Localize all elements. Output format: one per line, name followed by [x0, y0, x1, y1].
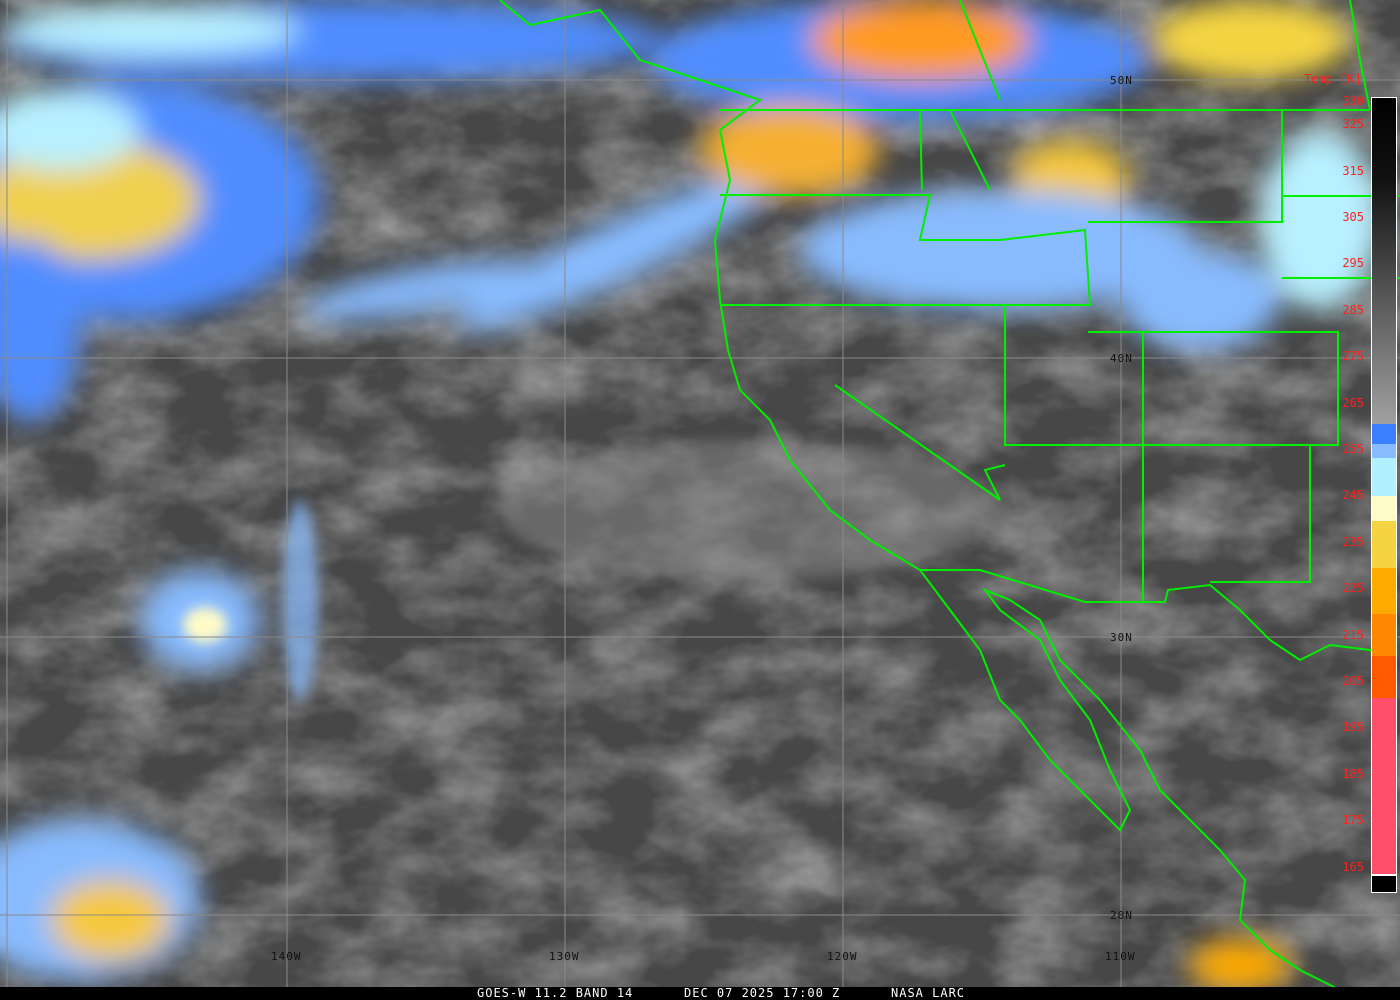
image-caption: GOES-W 11.2 BAND 14 DEC 07 2025 17:00 Z … [0, 987, 1400, 1000]
lon-label-130w: 130W [549, 950, 580, 963]
colorbar-label: 245 [1342, 488, 1364, 503]
colorbar-label: 285 [1342, 302, 1364, 317]
colorbar-label: 295 [1342, 256, 1364, 271]
colorbar-label: 325 [1342, 117, 1364, 132]
image-credit: NASA LARC [891, 986, 966, 1000]
colorbar-segment [1372, 98, 1396, 424]
colorbar-label: 265 [1342, 395, 1364, 410]
colorbar-segment [1372, 656, 1396, 698]
colorbar-title: Temp [K] [1304, 72, 1362, 86]
colorbar-label: 305 [1342, 210, 1364, 224]
colorbar-label: 235 [1342, 534, 1364, 549]
lon-label-110w: 110W [1105, 950, 1136, 963]
colorbar-label: 225 [1342, 581, 1364, 596]
satellite-band: GOES-W 11.2 BAND 14 [477, 986, 634, 1000]
image-datetime: DEC 07 2025 17:00 Z [684, 986, 841, 1000]
colorbar-segment [1372, 874, 1396, 876]
colorbar-segment [1372, 424, 1396, 444]
colorbar-label: 175 [1342, 813, 1364, 828]
colorbar-label: 255 [1342, 442, 1364, 456]
lat-label-30n: 30N [1110, 631, 1133, 644]
colorbar-label: 165 [1342, 859, 1364, 874]
colorbar-label: 315 [1342, 163, 1364, 178]
lat-label-50n: 50N [1110, 74, 1133, 87]
colorbar-segment [1372, 521, 1396, 568]
colorbar-label: 275 [1342, 349, 1364, 364]
colorbar-segment [1372, 614, 1396, 656]
political-boundaries [499, 0, 1400, 991]
colorbar-label: 185 [1342, 766, 1364, 781]
colorbar-segment [1372, 496, 1396, 521]
lon-label-140w: 140W [271, 950, 302, 963]
lon-label-120w: 120W [827, 950, 858, 963]
colorbar-label: 205 [1342, 674, 1364, 688]
lat-label-20n: 20N [1110, 909, 1133, 922]
temperature-colorbar [1371, 97, 1397, 893]
colorbar-label: 330 [1342, 94, 1364, 108]
colorbar-segment [1372, 444, 1396, 458]
colorbar-label: 215 [1342, 627, 1364, 642]
colorbar-label: 195 [1342, 720, 1364, 735]
lat-label-40n: 40N [1110, 352, 1133, 365]
colorbar-segment [1372, 458, 1396, 496]
cloud-bands [0, 0, 1380, 990]
colorbar-segment [1372, 568, 1396, 614]
colorbar-segment [1372, 698, 1396, 874]
